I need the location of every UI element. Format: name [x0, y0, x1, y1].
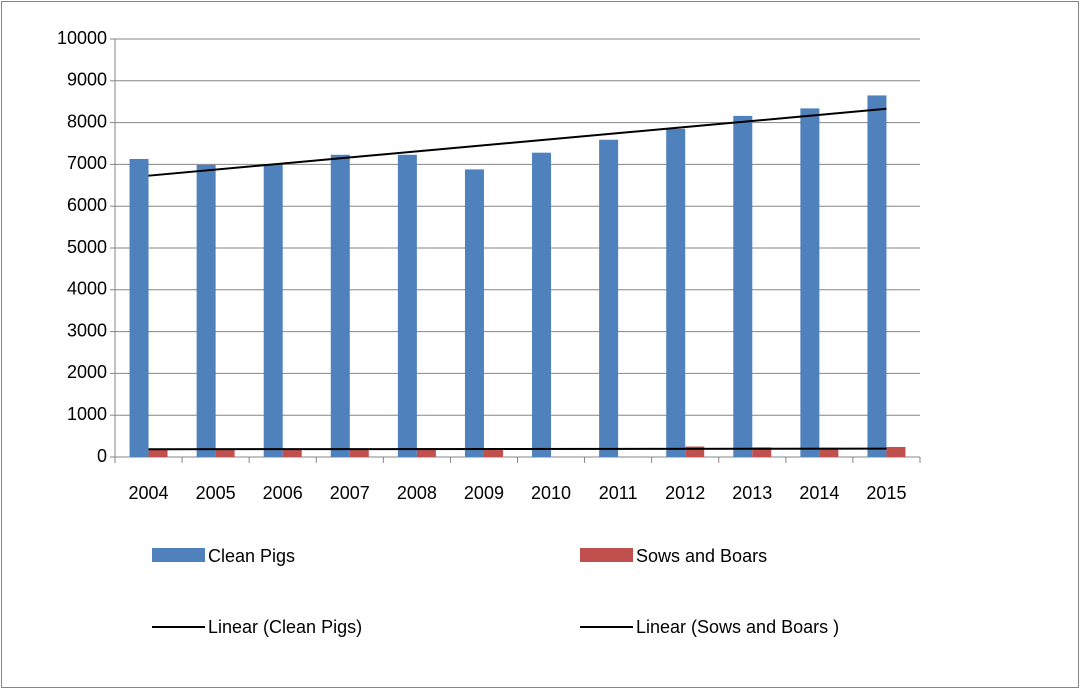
bar — [483, 449, 503, 457]
x-tick-label: 2012 — [665, 483, 705, 503]
bar — [282, 449, 302, 457]
x-tick-label: 2008 — [397, 483, 437, 503]
y-tick-label: 2000 — [67, 362, 107, 382]
y-tick-label: 8000 — [67, 111, 107, 131]
bar — [349, 449, 369, 457]
bar — [330, 154, 350, 457]
legend-label: Clean Pigs — [208, 546, 295, 566]
bar — [196, 164, 216, 457]
legend-label: Linear (Clean Pigs) — [208, 617, 362, 637]
y-tick-label: 5000 — [67, 237, 107, 257]
legend-swatch — [580, 548, 633, 562]
bar — [397, 154, 417, 457]
trend-line — [148, 447, 887, 451]
x-tick-label: 2010 — [531, 483, 571, 503]
bar — [464, 169, 484, 457]
bar — [148, 448, 168, 457]
bar — [129, 158, 149, 457]
x-tick-label: 2004 — [129, 483, 169, 503]
x-tick-label: 2015 — [866, 483, 906, 503]
legend-label: Sows and Boars — [636, 546, 767, 566]
y-tick-label: 9000 — [67, 70, 107, 90]
legend-label: Linear (Sows and Boars ) — [636, 617, 839, 637]
bar — [416, 448, 436, 457]
x-tick-label: 2014 — [799, 483, 839, 503]
x-tick-label: 2006 — [263, 483, 303, 503]
bar — [666, 128, 686, 457]
bar — [867, 95, 887, 458]
trend-line — [148, 107, 887, 177]
x-tick-label: 2005 — [196, 483, 236, 503]
x-tick-label: 2013 — [732, 483, 772, 503]
legend-swatch — [152, 548, 205, 562]
bar — [532, 152, 552, 458]
bar — [215, 449, 235, 457]
bar — [886, 446, 906, 457]
y-tick-label: 0 — [97, 446, 107, 466]
bar — [599, 139, 619, 457]
x-tick-label: 2007 — [330, 483, 370, 503]
bar — [752, 447, 772, 457]
y-tick-label: 4000 — [67, 279, 107, 299]
y-tick-label: 3000 — [67, 320, 107, 340]
bar — [800, 108, 820, 457]
y-tick-label: 6000 — [67, 195, 107, 215]
bar — [685, 446, 705, 457]
y-tick-label: 10000 — [57, 28, 107, 48]
bar — [733, 115, 753, 458]
x-tick-label: 2009 — [464, 483, 504, 503]
bar — [263, 164, 283, 457]
y-tick-label: 7000 — [67, 153, 107, 173]
x-tick-label: 2011 — [599, 483, 638, 503]
bar — [819, 447, 839, 457]
y-tick-label: 1000 — [67, 404, 107, 424]
